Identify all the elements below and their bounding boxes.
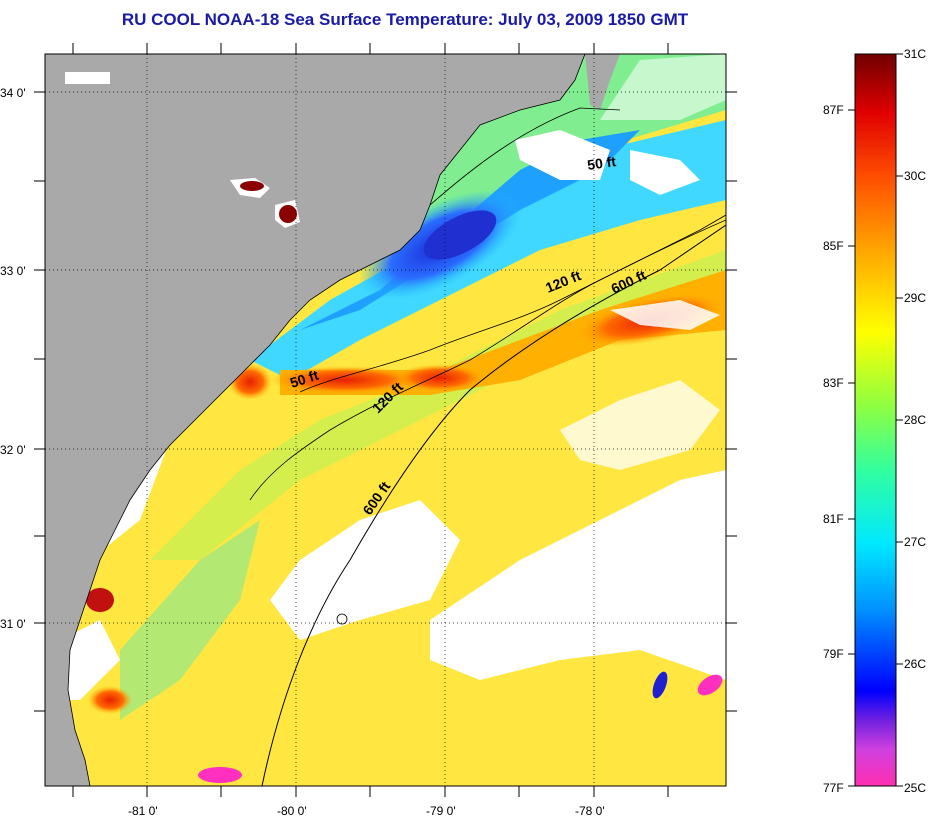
lat-label-31: 31 0' (0, 617, 26, 631)
lon-label-81: -81 0' (128, 804, 158, 817)
latitude-labels: 34 0' 33 0' 32 0' 31 0' (0, 86, 26, 631)
axis-ticks (34, 43, 737, 797)
colorbar-f-85: 85F (823, 239, 844, 253)
colorbar-c-26: 26C (904, 657, 926, 671)
graticule (45, 54, 726, 786)
colorbar-c-29: 29C (904, 291, 926, 305)
colorbar-c-27: 27C (904, 535, 926, 549)
map-frame (44, 53, 727, 787)
colorbar-f-83: 83F (823, 376, 844, 390)
lat-label-33: 33 0' (0, 264, 26, 278)
colorbar-f-87: 87F (823, 103, 844, 117)
colorbar-f-81: 81F (823, 512, 844, 526)
colorbar: 87F 85F 83F 81F 79F 77F 31C 30C 29C 28C … (823, 47, 926, 795)
lon-label-79: -79 0' (426, 804, 456, 817)
lat-label-34: 34 0' (0, 86, 26, 100)
longitude-labels: -81 0' -80 0' -79 0' -78 0' (128, 804, 605, 817)
colorbar-f-77: 77F (823, 781, 844, 795)
lon-label-78: -78 0' (575, 804, 605, 817)
colorbar-f-79: 79F (823, 647, 844, 661)
colorbar-c-28: 28C (904, 413, 926, 427)
sst-map (45, 54, 726, 786)
colorbar-c-31: 31C (904, 47, 926, 61)
lat-label-32: 32 0' (0, 443, 26, 457)
colorbar-c-30: 30C (904, 169, 926, 183)
map-title: RU COOL NOAA-18 Sea Surface Temperature:… (121, 10, 689, 29)
colorbar-c-25: 25C (904, 781, 926, 795)
colorbar-gradient (855, 54, 896, 786)
lon-label-80: -80 0' (277, 804, 307, 817)
